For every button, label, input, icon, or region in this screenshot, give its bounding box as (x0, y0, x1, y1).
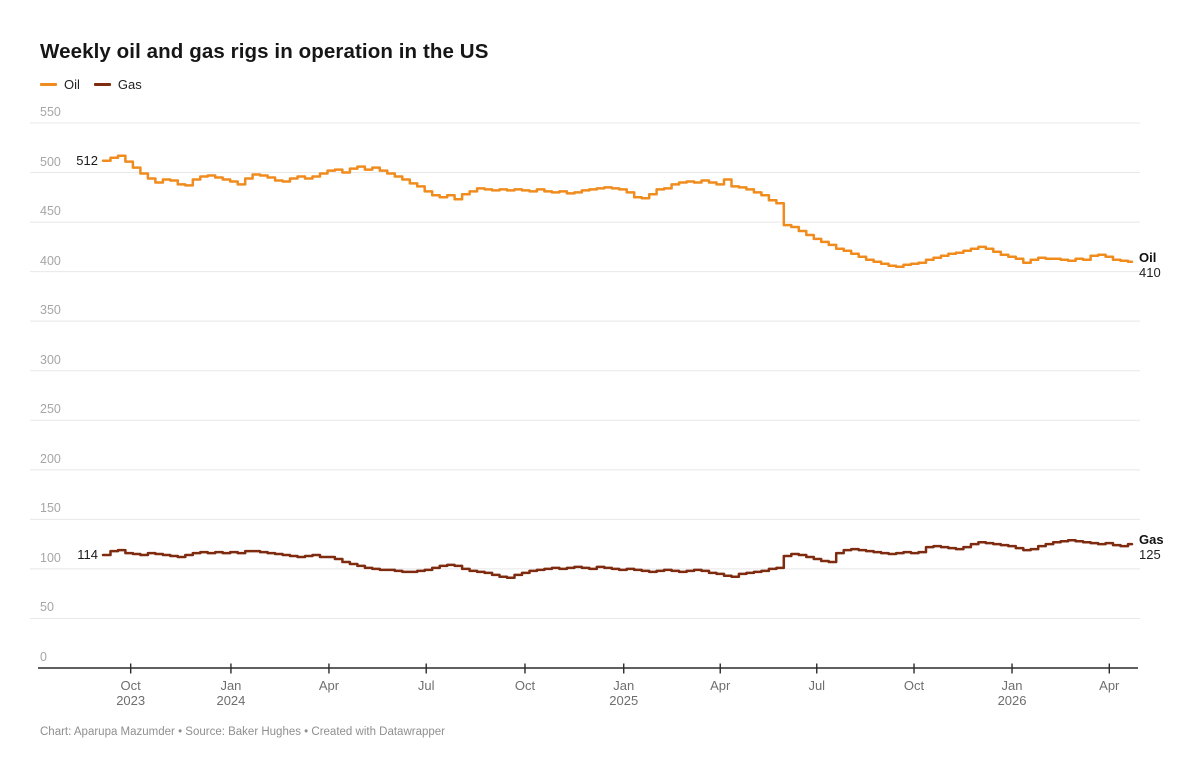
y-axis-label: 200 (40, 451, 61, 466)
x-axis-label: Jan 2026 (997, 678, 1027, 708)
y-axis-label: 550 (40, 105, 61, 119)
oil-line-swatch-icon (40, 83, 57, 86)
y-axis-label: 500 (40, 154, 61, 169)
attribution-footer: Chart: Aparupa Mazumder • Source: Baker … (40, 726, 445, 738)
oil-end-series-label: Oil (1139, 249, 1157, 265)
x-axis-label: Jul (808, 678, 826, 693)
y-axis-label: 50 (40, 600, 54, 615)
x-axis-label: Jul (417, 678, 435, 693)
x-axis-label: Oct (903, 678, 925, 693)
page-title: Weekly oil and gas rigs in operation in … (40, 40, 489, 63)
gas-series-line[interactable] (101, 538, 1134, 580)
gas-end-series-label: Gas (1139, 532, 1164, 548)
y-axis-label: 400 (40, 253, 61, 268)
gas-line-swatch-icon (93, 83, 111, 86)
legend: Oil Gas (40, 77, 142, 92)
y-axis-label: 100 (40, 550, 61, 565)
y-axis-label: 250 (40, 402, 61, 417)
x-axis-label: Jan 2025 (609, 678, 639, 708)
y-axis-label: 0 (40, 650, 47, 664)
legend-label-oil: Oil (64, 77, 80, 92)
y-axis-label: 350 (40, 303, 61, 318)
x-axis-label: Oct (514, 678, 536, 693)
x-axis-label: Apr (1099, 678, 1120, 693)
legend-item-oil[interactable]: Oil (40, 77, 80, 92)
y-axis-label: 450 (40, 204, 61, 219)
legend-item-gas[interactable]: Gas (93, 77, 142, 92)
y-axis-label: 150 (40, 501, 61, 516)
x-axis-label: Jan 2024 (216, 678, 246, 708)
gas-end-value-label: 125 (1139, 547, 1161, 563)
x-axis-label: Apr (318, 678, 340, 693)
oil-start-value-label: 512 (76, 152, 98, 168)
oil-series-line[interactable] (101, 154, 1134, 268)
gas-start-value-label: 114 (77, 547, 98, 563)
legend-label-gas: Gas (117, 77, 142, 92)
x-axis-label: Apr (710, 678, 731, 693)
y-axis-label: 300 (40, 352, 61, 367)
x-axis-label: Oct 2023 (116, 678, 146, 708)
oil-end-value-label: 410 (1139, 264, 1161, 280)
